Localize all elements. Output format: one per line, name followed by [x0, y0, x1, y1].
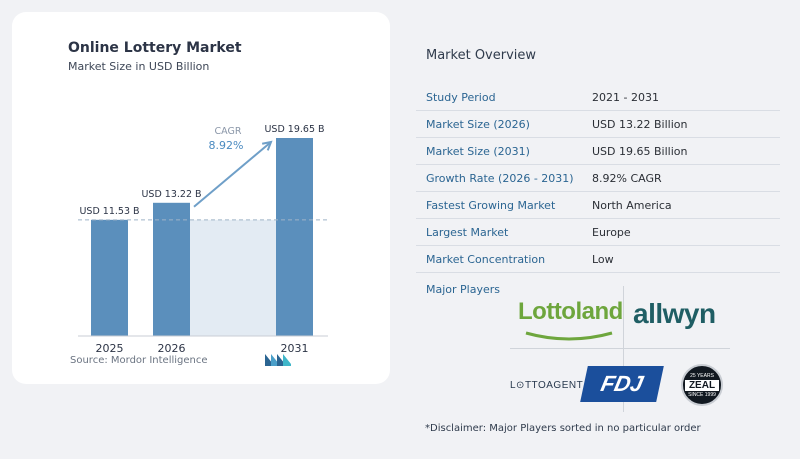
overview-title: Market Overview	[426, 48, 537, 63]
value-label-2026: USD 13.22 B	[141, 189, 201, 200]
major-players-label: Major Players	[426, 283, 500, 296]
category-label-2026: 2026	[158, 342, 186, 355]
zeal-logo-main: ZEAL	[684, 379, 720, 391]
zeal-logo-top: 25 YEARS	[690, 372, 714, 379]
bar-2031	[276, 138, 313, 336]
disclaimer: *Disclaimer: Major Players sorted in no …	[425, 423, 701, 434]
zeal-logo: 25 YEARS ZEAL SINCE 1999	[681, 364, 723, 406]
overview-value: USD 13.22 Billion	[592, 117, 688, 131]
chart-title: Online Lottery Market	[68, 40, 242, 56]
overview-label: Growth Rate (2026 - 2031)	[426, 171, 574, 185]
overview-value: USD 19.65 Billion	[592, 144, 688, 158]
overview-label: Market Size (2026)	[426, 117, 530, 131]
chart-subtitle: Market Size in USD Billion	[68, 60, 210, 73]
bar-2026	[153, 202, 190, 336]
major-players-logos: Lottoland allwyn L⊙TTOAGENT FDJ 25 YEARS…	[510, 286, 730, 412]
value-label-2031: USD 19.65 B	[264, 124, 324, 135]
overview-row: Market Size (2031) USD 19.65 Billion	[416, 138, 780, 165]
allwyn-logo: allwyn	[633, 298, 716, 329]
growth-band	[190, 219, 276, 336]
cagr-arrow	[193, 141, 272, 208]
mordor-logo-icon	[265, 354, 291, 366]
logo-divider	[623, 286, 624, 412]
overview-label: Fastest Growing Market	[426, 198, 556, 212]
overview-row: Fastest Growing Market North America	[416, 192, 780, 219]
value-label-2025: USD 11.53 B	[79, 206, 139, 217]
overview-value: 2021 - 2031	[592, 90, 659, 104]
overview-label: Market Concentration	[426, 252, 546, 266]
lottoagent-logo: L⊙TTOAGENT	[510, 380, 584, 391]
overview-row: Largest Market Europe	[416, 219, 780, 246]
overview-label: Largest Market	[426, 225, 509, 239]
overview-table: Study Period 2021 - 2031 Market Size (20…	[416, 84, 780, 273]
source-label: Source: Mordor Intelligence	[70, 355, 208, 366]
lottoland-smile-icon	[525, 331, 613, 341]
overview-row: Market Size (2026) USD 13.22 Billion	[416, 111, 780, 138]
logo-divider	[510, 348, 730, 349]
overview-value: Europe	[592, 225, 631, 239]
bar-2025	[91, 219, 128, 336]
overview-row: Study Period 2021 - 2031	[416, 84, 780, 111]
cagr-arrow-head	[261, 140, 273, 151]
cagr-value: 8.92%	[209, 139, 244, 152]
zeal-logo-bottom: SINCE 1999	[688, 391, 716, 398]
overview-value: 8.92% CAGR	[592, 171, 662, 185]
overview-row: Growth Rate (2026 - 2031) 8.92% CAGR	[416, 165, 780, 192]
cagr-label: CAGR	[215, 126, 242, 137]
overview-value: Low	[592, 252, 614, 266]
overview-label: Market Size (2031)	[426, 144, 530, 158]
category-label-2025: 2025	[96, 342, 124, 355]
overview-row: Market Concentration Low	[416, 246, 780, 273]
overview-value: North America	[592, 198, 672, 212]
category-label-2031: 2031	[281, 342, 309, 355]
fdj-logo-text: FDJ	[598, 371, 646, 396]
lottoland-logo: Lottoland	[518, 298, 623, 325]
fdj-logo: FDJ	[580, 366, 664, 402]
overview-label: Study Period	[426, 90, 496, 104]
